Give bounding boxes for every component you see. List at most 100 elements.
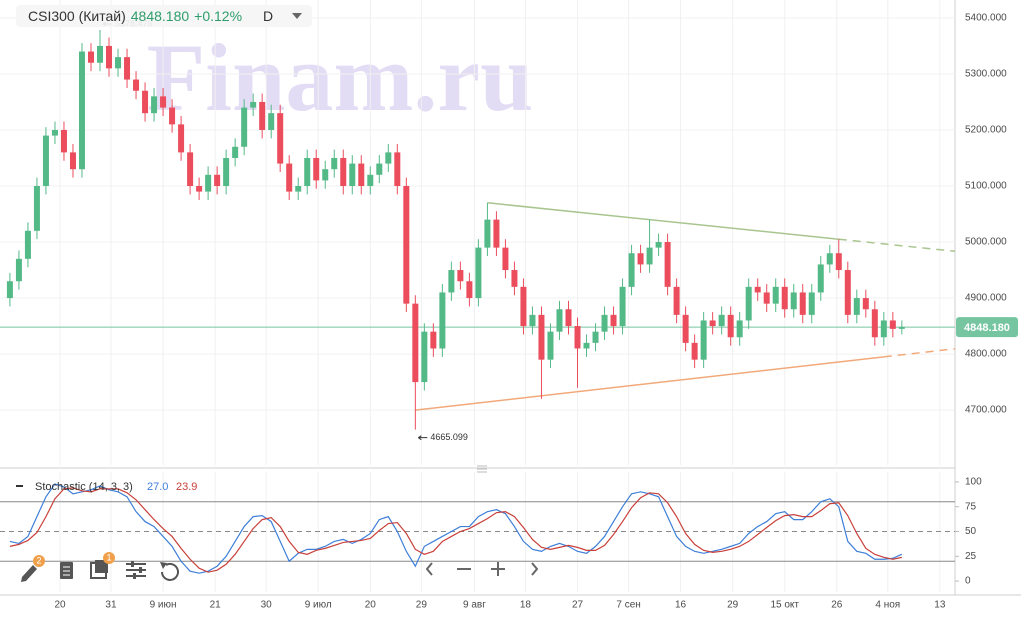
y-tick-label: 100 [965, 477, 982, 488]
y-tick-label: 25 [965, 551, 977, 562]
x-tick-label: 20 [54, 600, 66, 611]
candle-body [628, 253, 635, 287]
scroll-right[interactable] [531, 562, 539, 576]
x-tick-label: 4 ноя [875, 600, 900, 611]
indicator-name: Stochastic (14, 3, 3) [35, 481, 133, 493]
y-tick-label: 4800.000 [965, 349, 1007, 360]
candle-body [259, 101, 266, 130]
candle-body [340, 157, 347, 186]
candle-body [475, 247, 482, 299]
y-tick-label: 5000.000 [965, 237, 1007, 248]
candle-body [448, 270, 455, 293]
candle-body [502, 247, 509, 271]
candle-body [799, 292, 806, 315]
candle-body [214, 174, 221, 186]
reset-tool[interactable] [160, 562, 179, 581]
candle-body [277, 113, 284, 164]
candle-body [286, 163, 293, 192]
candle-body [790, 292, 797, 310]
dropdown-arrow[interactable] [292, 13, 303, 19]
candle-body [844, 270, 851, 315]
x-tick-label: 16 [675, 600, 687, 611]
indicator-value: 27.0 [147, 481, 168, 493]
y-tick-label: 0 [965, 576, 971, 587]
candle-body [466, 281, 473, 299]
price-change: +0.12% [194, 8, 243, 24]
candle-body [808, 292, 815, 315]
candle-body [268, 113, 275, 130]
candle-body [439, 292, 446, 349]
candle-body [232, 146, 239, 158]
candle-body [574, 326, 581, 349]
candle-body [97, 45, 104, 63]
candle-body [862, 298, 869, 310]
y-tick-label: 4700.000 [965, 405, 1007, 416]
candle-body [529, 314, 536, 327]
y-tick-label: 5300.000 [965, 69, 1007, 80]
candle-body [6, 281, 13, 299]
candle-body [205, 174, 212, 192]
trendline [415, 356, 884, 411]
candle-body [69, 152, 76, 170]
x-tick-label: 21 [210, 600, 222, 611]
candle-body [520, 286, 527, 327]
candle-body [115, 57, 122, 69]
candle-body [322, 169, 329, 181]
candle-body [24, 230, 31, 259]
x-tick-label: 20 [365, 600, 377, 611]
symbol-header[interactable]: CSI300 (Китай) 4848.180 +0.12% D [16, 5, 313, 27]
x-tick-label: 9 июл [305, 600, 332, 611]
x-tick-label: 29 [416, 600, 428, 611]
candle-body [241, 107, 248, 147]
stochastic-line [9, 487, 902, 573]
annotation: 4665.099 [430, 432, 468, 442]
y-tick-label: 5100.000 [965, 181, 1007, 192]
trendline [487, 202, 839, 240]
annotation-arrow [418, 435, 428, 441]
candle-body [547, 331, 554, 360]
draw-tool[interactable] [21, 565, 37, 582]
indicators-tool[interactable] [90, 560, 108, 579]
candle-body [51, 129, 58, 136]
y-tick-label: 75 [965, 501, 977, 512]
candle-body [142, 90, 149, 114]
candle-body [727, 314, 734, 338]
x-tick-label: 9 авг [463, 600, 486, 611]
candle-body [169, 107, 176, 125]
candle-body [745, 286, 752, 321]
candle-body [871, 309, 878, 338]
candle-body [160, 96, 167, 108]
zoom-in[interactable] [491, 562, 505, 576]
badge [103, 552, 115, 564]
candle-body [15, 258, 22, 282]
candle-body [511, 270, 518, 287]
candle-body [124, 57, 131, 80]
candle-body [457, 270, 464, 282]
x-tick-label: 18 [520, 600, 532, 611]
settings-tool[interactable] [126, 561, 146, 579]
candle-body [250, 101, 257, 108]
candle-body [718, 314, 725, 327]
interval[interactable]: D [263, 8, 274, 24]
x-tick-label: 27 [572, 600, 584, 611]
candle-body [781, 286, 788, 310]
y-tick-label: 50 [965, 526, 977, 537]
candle-body [880, 320, 887, 338]
candle-body [826, 253, 833, 265]
candle-body [187, 152, 194, 186]
candle-body [412, 303, 419, 383]
candle-body [709, 320, 716, 327]
divider-handle[interactable] [477, 465, 487, 473]
candle-body [304, 157, 311, 186]
list-tool[interactable] [60, 562, 73, 579]
scroll-left[interactable] [425, 562, 433, 576]
candle-body [673, 286, 680, 315]
x-tick-label: 26 [831, 600, 843, 611]
candle-body [610, 314, 617, 327]
candle-body [87, 51, 94, 63]
x-tick-label: 7 сен [616, 600, 640, 611]
x-tick-label: 29 [727, 600, 739, 611]
